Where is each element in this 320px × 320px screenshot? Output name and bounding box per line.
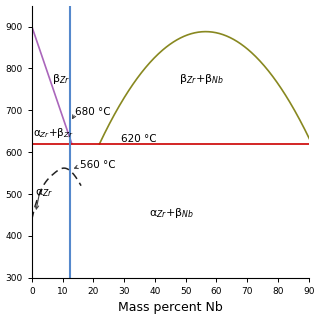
Text: β$_{Zr}$+β$_{Nb}$: β$_{Zr}$+β$_{Nb}$ bbox=[180, 72, 224, 86]
Text: 620 °C: 620 °C bbox=[121, 134, 157, 144]
Text: α$_{Zr}$+β$_{Zr}$: α$_{Zr}$+β$_{Zr}$ bbox=[33, 126, 74, 140]
Text: 680 °C: 680 °C bbox=[75, 107, 110, 117]
Text: α$_{Zr}$+β$_{Nb}$: α$_{Zr}$+β$_{Nb}$ bbox=[149, 206, 194, 220]
Text: 560 °C: 560 °C bbox=[79, 160, 115, 170]
Text: β$_{Zr}$: β$_{Zr}$ bbox=[52, 72, 70, 86]
Text: α$_{Zr}$: α$_{Zr}$ bbox=[35, 187, 53, 199]
X-axis label: Mass percent Nb: Mass percent Nb bbox=[118, 301, 223, 315]
